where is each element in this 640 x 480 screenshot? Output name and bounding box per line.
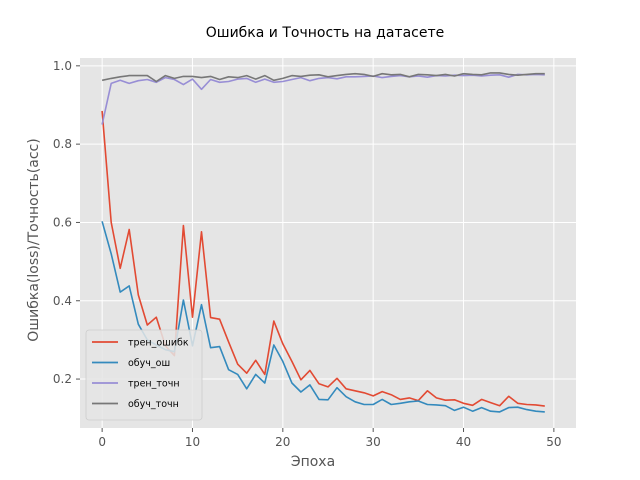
y-tick-label: 0.8 <box>53 137 72 151</box>
y-axis-ticks: 0.2 0.4 0.6 0.8 1.0 <box>53 59 80 386</box>
legend-label: трен_ошибк <box>128 338 189 349</box>
y-tick-label: 1.0 <box>53 59 72 73</box>
legend-box <box>85 329 203 421</box>
series-line-2 <box>101 73 545 125</box>
x-tick-label: 20 <box>275 435 290 449</box>
chart-title: Ошибка и Точность на датасете <box>206 25 445 41</box>
x-tick-label: 40 <box>456 435 471 449</box>
x-axis-ticks: 0 10 20 30 40 50 <box>98 428 562 449</box>
legend-label: обуч_точн <box>128 399 179 410</box>
x-tick-label: 30 <box>366 435 381 449</box>
grid <box>80 58 576 428</box>
series-line-3 <box>101 72 545 83</box>
y-axis-label: Ошибка(loss)/Точность(acc) <box>26 138 42 341</box>
x-tick-label: 50 <box>546 435 561 449</box>
x-tick-label: 10 <box>185 435 200 449</box>
y-tick-label: 0.6 <box>53 215 72 229</box>
y-tick-label: 0.2 <box>53 372 72 386</box>
legend-label: обуч_ош <box>128 358 170 369</box>
y-tick-label: 0.4 <box>53 294 72 308</box>
legend-label: трен_точн <box>128 379 180 390</box>
x-tick-label: 0 <box>98 435 106 449</box>
x-axis-label: Эпоха <box>291 454 335 470</box>
legend: трен_ошибк обуч_ош трен_точн обуч_точн <box>85 329 203 421</box>
